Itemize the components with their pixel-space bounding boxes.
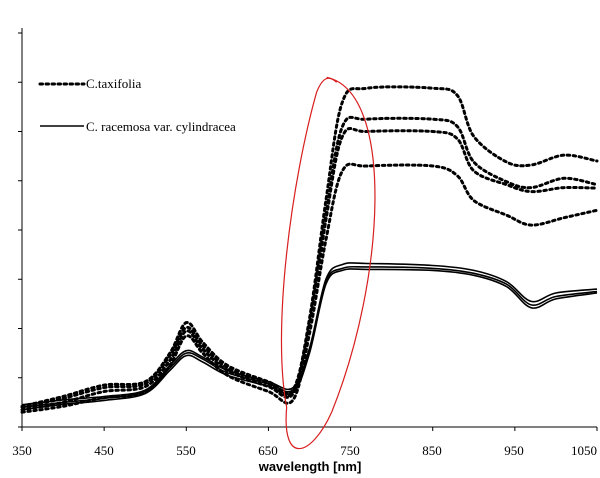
x-tick-label: 750 xyxy=(340,443,360,458)
series-layer xyxy=(20,85,599,414)
annotation-ellipse xyxy=(280,76,376,450)
x-tick-label: 350 xyxy=(12,443,32,458)
legend-label-taxifolia: C.taxifolia xyxy=(86,76,141,91)
x-tick-label: 850 xyxy=(422,443,442,458)
legend-label-racemosa: C. racemosa var. cylindracea xyxy=(86,119,236,134)
x-tick-label: 550 xyxy=(176,443,196,458)
axes xyxy=(18,28,598,431)
taxifolia-series-line-3 xyxy=(20,127,599,409)
x-tick-label: 1050 xyxy=(571,443,597,458)
legend: C.taxifolia C. racemosa var. cylindracea xyxy=(38,76,236,134)
racemosa-series-line-7 xyxy=(21,268,598,411)
annotation-ellipse-stroke xyxy=(280,76,376,450)
x-axis-label: wavelength [nm] xyxy=(258,459,362,474)
taxifolia-series-line-2 xyxy=(20,115,599,412)
x-tick-labels: 350 450 550 650 750 850 950 1050 xyxy=(12,443,597,458)
taxifolia-series-line-1 xyxy=(20,85,599,408)
x-tick-label: 650 xyxy=(258,443,278,458)
x-tick-label: 450 xyxy=(94,443,114,458)
x-tick-label: 950 xyxy=(504,443,524,458)
